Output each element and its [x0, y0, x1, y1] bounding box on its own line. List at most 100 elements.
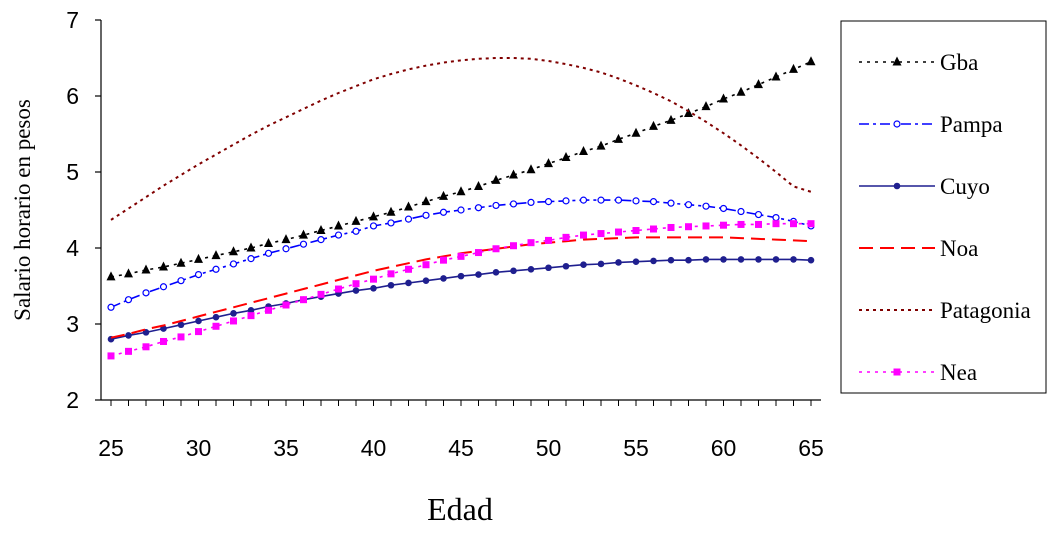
data-point — [230, 317, 237, 325]
data-point — [369, 211, 378, 221]
data-point — [124, 268, 133, 278]
data-point — [352, 287, 360, 294]
data-point — [317, 290, 325, 298]
data-point — [650, 257, 657, 265]
legend: Gba Pampa Cuyo Noa Patagonia Nea — [840, 20, 1047, 394]
data-point — [264, 237, 273, 247]
series-line — [110, 222, 811, 357]
data-point — [247, 255, 255, 263]
data-point — [369, 222, 378, 230]
data-point — [666, 114, 676, 124]
data-point — [351, 215, 361, 225]
legend-item-pampa: Pampa — [859, 112, 1003, 137]
data-point — [405, 265, 412, 273]
data-point — [299, 240, 308, 248]
data-point — [509, 200, 518, 208]
data-point — [527, 265, 535, 273]
x-tick-label: 40 — [361, 435, 387, 461]
legend-item-noa: Noa — [859, 236, 978, 261]
y-tick-label: 4 — [66, 235, 79, 261]
data-point — [702, 202, 710, 210]
data-point — [141, 264, 151, 274]
data-point — [107, 352, 115, 360]
data-point — [755, 256, 762, 263]
data-point — [439, 208, 448, 216]
data-point — [386, 206, 396, 216]
data-point — [667, 223, 675, 231]
data-point — [370, 284, 377, 292]
x-tick-label: 50 — [536, 435, 562, 461]
data-point — [229, 260, 238, 268]
legend-label: Noa — [940, 236, 978, 261]
data-point — [597, 196, 605, 204]
data-point — [474, 204, 483, 212]
data-point — [422, 277, 430, 284]
data-point — [142, 289, 150, 297]
data-point — [545, 264, 552, 272]
data-point — [334, 220, 343, 230]
data-point — [387, 281, 395, 289]
data-point — [264, 249, 273, 257]
data-point — [160, 325, 167, 332]
y-tick-label: 7 — [66, 7, 79, 33]
data-point — [685, 223, 692, 231]
data-point — [125, 332, 132, 339]
legend-label: Pampa — [940, 112, 1003, 137]
data-point — [440, 275, 447, 282]
data-point — [247, 307, 255, 314]
data-point — [370, 275, 377, 283]
series-nea — [107, 220, 815, 360]
data-point — [597, 230, 605, 238]
data-point — [211, 250, 221, 260]
data-point — [456, 186, 466, 196]
data-point — [893, 368, 901, 376]
data-point — [265, 306, 272, 314]
data-point — [755, 220, 762, 228]
data-point — [892, 56, 902, 66]
data-point — [404, 201, 413, 211]
data-point — [300, 296, 307, 304]
data-point — [212, 265, 220, 273]
legend-label: Cuyo — [940, 174, 990, 199]
data-point — [195, 317, 202, 325]
data-point — [754, 79, 763, 89]
data-point — [737, 220, 745, 228]
data-point — [807, 256, 815, 264]
data-point — [457, 252, 465, 260]
data-point — [457, 206, 465, 214]
data-point — [475, 249, 482, 257]
data-point — [176, 257, 186, 267]
data-point — [159, 283, 168, 291]
data-point — [509, 169, 518, 179]
legend-label: Nea — [940, 360, 977, 385]
series-patagonia — [110, 57, 812, 221]
x-axis-ticks: 25 30 35 40 45 50 55 60 65 — [98, 400, 824, 461]
data-point — [771, 71, 781, 81]
legend-item-nea: Nea — [859, 360, 977, 385]
data-point — [125, 347, 132, 355]
data-point — [807, 220, 815, 228]
data-point — [247, 312, 255, 320]
y-tick-label: 5 — [66, 159, 79, 185]
data-point — [526, 164, 536, 174]
x-axis-title: Edad — [427, 491, 493, 527]
data-point — [212, 313, 220, 321]
data-point — [246, 242, 256, 252]
data-point — [195, 328, 202, 336]
data-point — [124, 296, 133, 304]
data-point — [281, 234, 291, 244]
data-point — [580, 261, 587, 269]
data-point — [544, 158, 553, 168]
data-point — [685, 256, 692, 264]
y-tick-label: 3 — [66, 311, 79, 337]
data-point — [159, 261, 168, 271]
y-axis-title: Salario horario en pesos — [10, 99, 35, 321]
data-point — [282, 245, 290, 253]
data-point — [317, 236, 325, 244]
data-point — [720, 221, 727, 229]
data-point — [772, 220, 780, 228]
data-point — [684, 107, 693, 117]
data-point — [632, 258, 640, 265]
legend-item-gba: Gba — [859, 50, 978, 75]
data-point — [702, 256, 710, 263]
